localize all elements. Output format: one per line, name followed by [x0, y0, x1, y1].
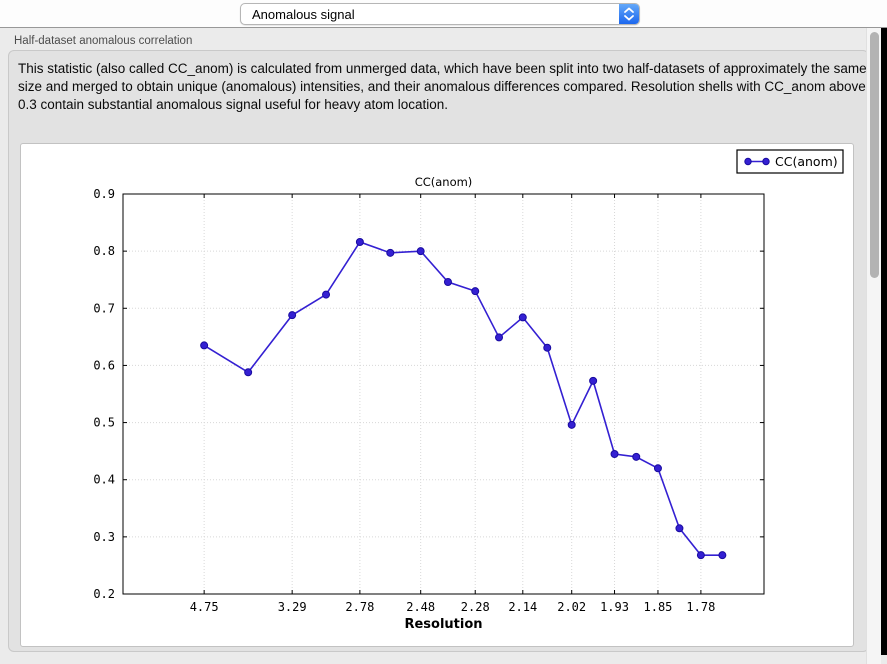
svg-text:2.02: 2.02 — [557, 600, 586, 614]
svg-text:0.2: 0.2 — [93, 587, 115, 601]
legend-label: CC(anom) — [775, 154, 838, 169]
axis-ticks — [123, 193, 764, 595]
plot-selector-dropdown[interactable]: Anomalous signal — [240, 3, 640, 25]
x-axis-label: Resolution — [404, 617, 482, 632]
legend: CC(anom) — [736, 149, 844, 174]
svg-text:1.85: 1.85 — [644, 600, 673, 614]
vertical-scrollbar-thumb[interactable] — [869, 32, 879, 278]
svg-text:0.4: 0.4 — [93, 473, 115, 487]
svg-text:2.78: 2.78 — [345, 600, 374, 614]
dropdown-stepper-icon — [619, 4, 639, 24]
svg-text:4.75: 4.75 — [190, 600, 219, 614]
svg-text:1.78: 1.78 — [686, 600, 715, 614]
window-right-edge — [881, 28, 887, 655]
cc-anom-line — [203, 241, 723, 556]
plot-frame — [122, 193, 765, 595]
gridlines — [123, 194, 764, 594]
svg-text:1.93: 1.93 — [600, 600, 629, 614]
svg-text:0.7: 0.7 — [93, 301, 115, 315]
x-tick-labels: 4.75 3.29 2.78 2.48 2.28 2.14 2.02 1.93 1.85 1.78 — [190, 600, 716, 614]
svg-text:3.29: 3.29 — [278, 600, 307, 614]
svg-text:0.6: 0.6 — [93, 358, 115, 372]
svg-text:0.8: 0.8 — [93, 244, 115, 258]
cc-anom-markers — [200, 238, 727, 560]
plot-canvas-panel: 0.2 0.3 0.4 0.5 0.6 0.7 0.8 0.9 4.75 3.29 2.78 2.48… — [20, 143, 854, 647]
cc-anom-chart: 0.2 0.3 0.4 0.5 0.6 0.7 0.8 0.9 4.75 3.29 2.78 2.48… — [93, 149, 844, 632]
svg-text:0.9: 0.9 — [93, 187, 115, 201]
section-title: Half-dataset anomalous correlation — [14, 35, 193, 47]
plot-selector-toolbar: Anomalous signal — [0, 0, 887, 28]
svg-text:2.28: 2.28 — [461, 600, 490, 614]
vertical-scrollbar-track[interactable] — [866, 28, 881, 664]
y-tick-labels: 0.2 0.3 0.4 0.5 0.6 0.7 0.8 0.9 — [93, 187, 115, 601]
svg-text:2.14: 2.14 — [508, 600, 537, 614]
svg-text:0.3: 0.3 — [93, 530, 115, 544]
plot-title: CC(anom) — [415, 175, 473, 189]
plot-selector-value: Anomalous signal — [252, 6, 355, 22]
statistic-description: This statistic (also called CC_anom) is … — [18, 61, 867, 112]
svg-text:0.5: 0.5 — [93, 416, 115, 430]
svg-text:2.48: 2.48 — [406, 600, 435, 614]
